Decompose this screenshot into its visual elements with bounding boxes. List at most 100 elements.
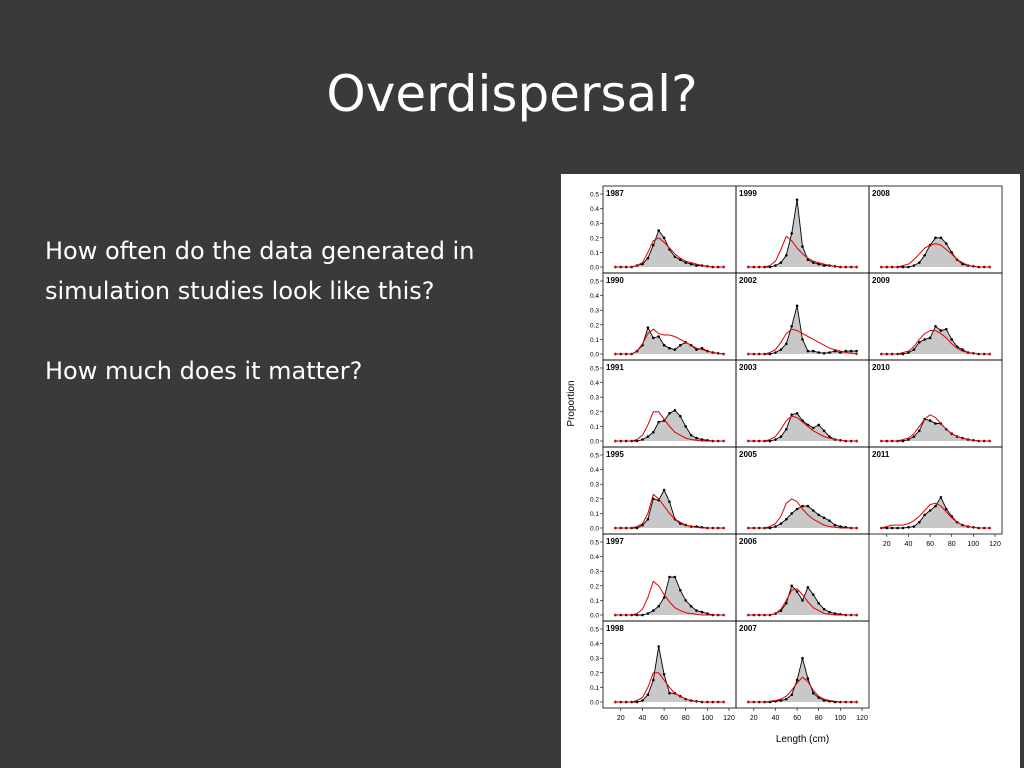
observed-area	[748, 199, 857, 267]
observed-point	[700, 438, 704, 441]
observed-point	[934, 236, 937, 240]
observed-point	[668, 412, 671, 415]
fitted-point	[722, 526, 725, 530]
observed-point	[635, 439, 639, 443]
y-tick-label: 0.5	[590, 192, 599, 199]
fitted-point	[855, 265, 858, 269]
observed-point	[928, 336, 932, 340]
x-tick-label: 120	[989, 541, 1001, 548]
observed-point	[801, 245, 804, 248]
observed-point	[652, 243, 655, 247]
fitted-point	[614, 352, 617, 356]
observed-area	[881, 497, 990, 528]
x-tick-label: 100	[702, 715, 714, 722]
observed-point	[646, 256, 650, 260]
y-tick-label: 0.3	[590, 656, 599, 663]
x-tick-label: 60	[926, 541, 934, 548]
observed-point	[918, 261, 921, 264]
observed-point	[779, 699, 783, 702]
observed-point	[641, 438, 644, 441]
observed-point	[774, 351, 777, 354]
panel-year-label: 1995	[606, 450, 624, 459]
observed-point	[700, 610, 704, 614]
fitted-line	[615, 328, 724, 355]
observed-point	[673, 409, 677, 412]
observed-point	[923, 513, 926, 517]
observed-point	[923, 338, 926, 341]
fitted-point	[855, 439, 858, 443]
y-tick-label: 0.4	[590, 206, 599, 213]
panel-2007	[735, 620, 870, 709]
observed-area	[881, 237, 990, 267]
fitted-point	[855, 700, 858, 704]
x-tick-label: 40	[639, 715, 647, 722]
panel-year-label: 2010	[872, 363, 890, 372]
fitted-point	[614, 526, 617, 530]
fitted-point	[722, 352, 725, 356]
fitted-line	[615, 672, 724, 703]
observed-point	[795, 507, 799, 511]
paragraph-gap	[45, 311, 555, 351]
observed-point	[812, 593, 815, 596]
question-simulation: How often do the data generated in simul…	[45, 237, 475, 305]
y-tick-label: 0.1	[590, 685, 599, 692]
panel-year-label: 2006	[739, 537, 757, 546]
x-tick-label: 40	[772, 715, 780, 722]
panel-year-label: 2009	[872, 276, 890, 285]
observed-point	[774, 525, 777, 528]
fitted-line	[615, 237, 724, 268]
observed-point	[779, 435, 783, 438]
observed-point	[890, 526, 894, 530]
observed-point	[785, 697, 788, 701]
observed-point	[684, 599, 687, 602]
observed-point	[785, 602, 788, 605]
observed-point	[679, 588, 682, 592]
fitted-point	[722, 613, 725, 617]
observed-point	[822, 699, 826, 702]
observed-point	[679, 343, 682, 347]
fitted-line	[881, 502, 990, 529]
observed-point	[646, 693, 650, 696]
observed-point	[673, 348, 677, 351]
observed-area	[881, 419, 990, 441]
observed-point	[934, 325, 937, 328]
y-tick-label: 0.0	[590, 352, 599, 359]
observed-point	[817, 262, 820, 266]
fitted-point	[747, 613, 750, 617]
x-tick-label: 20	[750, 715, 758, 722]
observed-point	[907, 351, 910, 354]
fitted-line	[615, 493, 724, 529]
y-tick-label: 0.1	[590, 598, 599, 605]
panel-year-label: 2003	[739, 363, 757, 372]
observed-area	[881, 326, 990, 354]
fitted-line	[748, 676, 857, 703]
observed-point	[907, 265, 910, 269]
observed-point	[844, 349, 848, 353]
x-tick-label: 120	[723, 715, 735, 722]
observed-point	[646, 517, 650, 521]
fitted-point	[855, 352, 858, 356]
observed-point	[673, 255, 677, 259]
observed-point	[662, 343, 666, 347]
observed-point	[928, 509, 932, 512]
y-tick-label: 0.4	[590, 554, 599, 561]
observed-area	[615, 490, 724, 528]
panel-year-label: 2008	[872, 189, 890, 198]
y-tick-label: 0.2	[590, 409, 599, 416]
observed-point	[795, 678, 799, 682]
y-tick-label: 0.1	[590, 250, 599, 257]
observed-point	[812, 261, 815, 264]
observed-point	[817, 423, 820, 427]
observed-point	[684, 425, 687, 428]
y-tick-label: 0.4	[590, 293, 599, 300]
panel-grid-chart: 1987 0.0 0.1 0.2 0.3 0.4 0.5 1990 0.0 0.1 0.2 0.3 0.…	[566, 185, 1003, 745]
y-tick-label: 0.0	[590, 265, 599, 272]
observed-point	[822, 516, 826, 520]
observed-point	[689, 262, 693, 266]
fitted-point	[855, 526, 858, 530]
observed-point	[812, 509, 815, 512]
observed-point	[646, 435, 650, 438]
panel-year-label: 2007	[739, 624, 757, 633]
y-tick-label: 0.3	[590, 482, 599, 489]
observed-point	[801, 599, 804, 602]
